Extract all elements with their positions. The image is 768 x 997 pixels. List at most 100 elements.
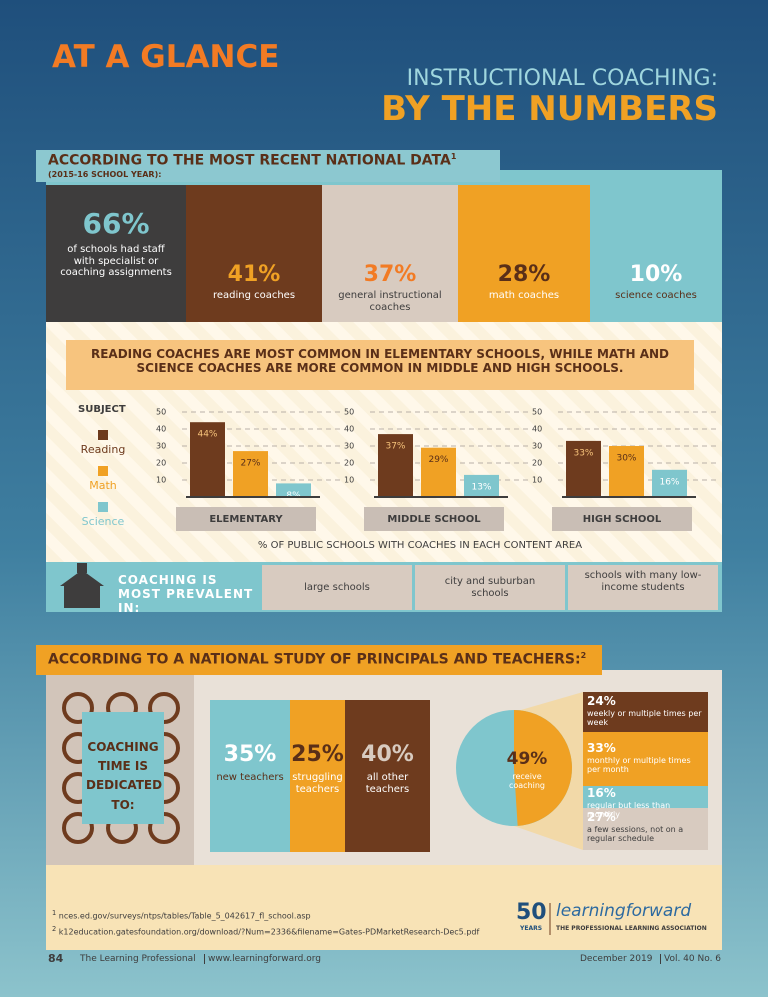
bar	[566, 440, 601, 497]
frequency-label: monthly or multiple times per month	[587, 755, 691, 774]
frequency-label: a few sessions, not on a regular schedul…	[587, 824, 684, 843]
bar	[233, 451, 268, 497]
legend-label: Science	[81, 515, 125, 528]
frequency-label: weekly or multiple times per week	[587, 708, 702, 727]
url: www.learningforward.org	[208, 954, 321, 964]
stat-label: of schools had staff with specialist or …	[60, 244, 172, 278]
pie-value: 49%	[506, 749, 548, 769]
bar-value-label: 13%	[471, 482, 491, 492]
bar-value-label: 16%	[659, 477, 679, 487]
bar-value-label: 44%	[197, 430, 217, 440]
legend-swatch	[98, 466, 108, 476]
footnote: 1 nces.ed.gov/surveys/ntps/tables/Table_…	[52, 909, 311, 921]
stat-label: reading coaches	[212, 290, 296, 301]
y-tick-label: 20	[344, 459, 354, 468]
frequency-item: 16% regular but less than monthly	[587, 786, 705, 819]
footnote-text: k12education.gatesfoundation.org/downloa…	[58, 927, 480, 937]
bar-value-label: 30%	[616, 454, 636, 464]
title-line-2: BY THE NUMBERS	[381, 89, 718, 129]
publication: The Learning Professional	[80, 954, 205, 965]
page-number: 84	[48, 952, 64, 965]
footnote: 2 k12education.gatesfoundation.org/downl…	[52, 925, 480, 937]
y-tick-label: 40	[532, 425, 542, 434]
stat-value: 66%	[82, 207, 150, 240]
y-tick-label: 40	[156, 425, 166, 434]
pie-slice	[514, 710, 573, 826]
bar	[276, 483, 311, 497]
bar-value-label: 33%	[573, 448, 593, 458]
heading-text: ACCORDING TO THE MOST RECENT NATIONAL DA…	[48, 152, 451, 169]
stat-value: 41%	[227, 262, 281, 287]
prevalent-item: large schools	[304, 582, 370, 593]
bar-value-label: 37%	[385, 442, 405, 452]
bar	[378, 434, 413, 497]
section-label: AT A GLANCE	[52, 39, 280, 75]
chart-title: HIGH SCHOOL	[583, 514, 662, 525]
footnote-mark: 2	[580, 651, 587, 660]
frequency-item: 33% monthly or multiple times per month	[587, 741, 705, 774]
time-label: all other teachers	[365, 772, 410, 795]
frequency-value: 27%	[587, 810, 616, 824]
time-label: new teachers	[216, 772, 284, 783]
stat-label: science coaches	[615, 290, 697, 301]
axis-note: % OF PUBLIC SCHOOLS WITH COACHES IN EACH…	[257, 540, 583, 551]
logo-tagline: THE PROFESSIONAL LEARNING ASSOCIATION	[556, 925, 707, 932]
time-value: 35%	[223, 742, 277, 767]
bar	[609, 446, 644, 497]
footnote-mark: 1	[52, 909, 57, 917]
section-heading: ACCORDING TO THE MOST RECENT NATIONAL DA…	[48, 152, 456, 169]
prevalent-item: city and suburban schools	[444, 576, 536, 599]
chart-title: ELEMENTARY	[209, 514, 283, 525]
title-line-1: INSTRUCTIONAL COACHING:	[406, 66, 718, 91]
logo-name: learningforward	[556, 901, 692, 921]
issue: Vol. 40 No. 6	[664, 954, 722, 964]
stat-value: 28%	[497, 262, 551, 287]
bar	[652, 469, 687, 497]
y-tick-label: 10	[344, 476, 354, 485]
stat-label: math coaches	[488, 290, 560, 301]
bar-value-label: 29%	[428, 455, 448, 465]
legend-label: Reading	[80, 443, 126, 456]
y-tick-label: 30	[344, 442, 354, 451]
bar-value-label: 27%	[240, 459, 260, 469]
time-value: 25%	[291, 742, 344, 767]
bar	[421, 447, 456, 497]
y-tick-label: 50	[344, 408, 354, 417]
bar	[190, 422, 225, 497]
pie-label: receive coaching	[508, 772, 546, 791]
footnote-text: nces.ed.gov/surveys/ntps/tables/Table_5_…	[58, 911, 311, 921]
time-value: 40%	[361, 742, 414, 767]
legend-title: SUBJECT	[78, 404, 126, 415]
y-tick-label: 50	[532, 408, 542, 417]
y-tick-label: 30	[156, 442, 166, 451]
time-label: struggling teachers	[292, 772, 343, 795]
chart-banner: READING COACHES ARE MOST COMMON IN ELEME…	[90, 347, 669, 375]
school-icon	[60, 563, 104, 608]
footnote-mark: 1	[450, 152, 457, 161]
frequency-value: 33%	[587, 741, 616, 755]
frequency-value: 16%	[587, 786, 616, 800]
frequency-item: 27% a few sessions, not on a regular sche…	[587, 810, 705, 843]
legend-label: Math	[89, 479, 117, 492]
time-title: COACHING TIME IS DEDICATED TO:	[86, 740, 163, 812]
stat-value: 37%	[363, 262, 417, 287]
y-tick-label: 20	[156, 459, 166, 468]
y-tick-label: 50	[156, 408, 166, 417]
legend-swatch	[98, 430, 108, 440]
heading-text: ACCORDING TO A NATIONAL STUDY OF PRINCIP…	[48, 651, 581, 668]
stat-label: general instructional coaches	[338, 290, 442, 313]
y-tick-label: 10	[532, 476, 542, 485]
chart-title: MIDDLE SCHOOL	[387, 514, 481, 525]
stat-value: 10%	[629, 262, 683, 287]
subheading: (2015-16 SCHOOL YEAR):	[48, 170, 162, 179]
bar	[464, 474, 499, 497]
y-tick-label: 10	[156, 476, 166, 485]
logo-years: YEARS	[520, 925, 543, 932]
y-tick-label: 40	[344, 425, 354, 434]
prevalent-item: schools with many low-income students	[584, 570, 702, 593]
logo-years-number: 50	[516, 900, 547, 925]
date: December 2019	[580, 954, 662, 965]
y-tick-label: 30	[532, 442, 542, 451]
